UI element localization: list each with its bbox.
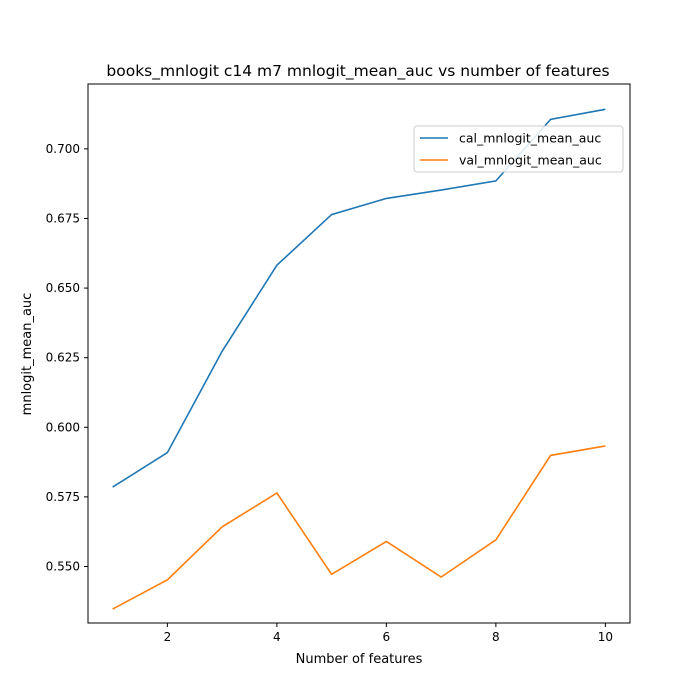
x-tick-label: 2 xyxy=(164,630,172,644)
x-tick-label: 4 xyxy=(273,630,281,644)
x-tick-label: 6 xyxy=(383,630,391,644)
y-tick-label: 0.600 xyxy=(46,420,80,434)
y-axis-label: mnlogit_mean_auc xyxy=(20,293,35,416)
x-tick-label: 10 xyxy=(598,630,613,644)
y-tick-label: 0.575 xyxy=(46,490,80,504)
series-line-1 xyxy=(112,445,606,610)
legend: cal_mnlogit_mean_auc val_mnlogit_mean_auc xyxy=(413,125,624,173)
y-tick-label: 0.650 xyxy=(46,281,80,295)
y-tick-label: 0.625 xyxy=(46,351,80,365)
y-tick-label: 0.675 xyxy=(46,211,80,225)
plot-area xyxy=(87,83,631,624)
y-tick-label: 0.700 xyxy=(46,142,80,156)
legend-box xyxy=(413,125,624,173)
chart-title: books_mnlogit c14 m7 mnlogit_mean_auc vs… xyxy=(106,62,609,81)
x-axis-label: Number of features xyxy=(296,652,423,667)
x-tick-label: 8 xyxy=(492,630,500,644)
legend-label-0: cal_mnlogit_mean_auc xyxy=(459,131,601,146)
plot-lines xyxy=(112,108,606,610)
y-axis: 0.550 0.575 0.600 0.625 0.650 0.675 0.700 xyxy=(46,142,88,573)
legend-label-1: val_mnlogit_mean_auc xyxy=(459,153,602,168)
x-axis: 2 4 6 8 10 xyxy=(164,623,613,644)
y-tick-label: 0.550 xyxy=(46,559,80,573)
